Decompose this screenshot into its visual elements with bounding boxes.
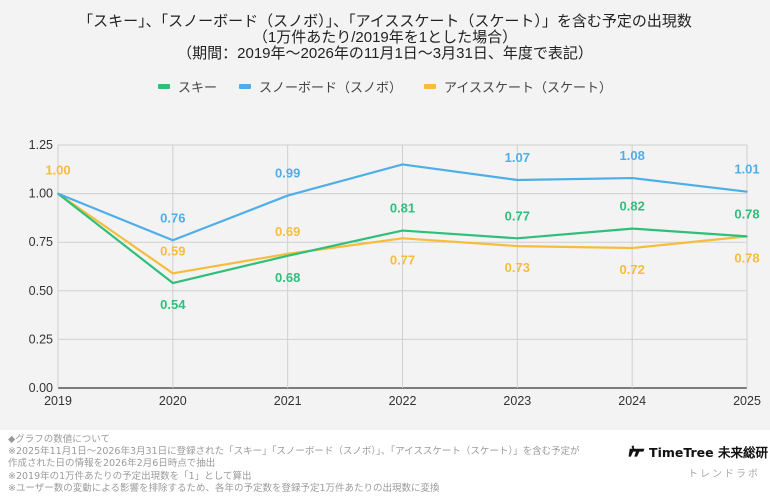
legend-label-snowboard: スノーボード（スノボ） (259, 80, 403, 95)
x-tick-label: 2023 (503, 394, 531, 408)
data-point (631, 177, 633, 179)
brand-name: TimeTree 未来総研 (649, 444, 768, 460)
y-tick-label: 1.25 (29, 138, 53, 152)
data-point (172, 272, 174, 275)
data-point (516, 237, 519, 240)
data-point (286, 194, 289, 197)
data-label: 0.99 (275, 166, 300, 181)
chart-title-line-1: 「スキー」、「スノーボード（スノボ）」、「アイススケート（スケート）」を含む予定… (78, 13, 692, 30)
footer-note: ※2019年の1万件あたりの予定出現数を「1」として算出 (8, 470, 252, 482)
data-label: 0.59 (160, 243, 185, 258)
data-point (516, 245, 519, 247)
data-label: 0.77 (505, 208, 530, 223)
y-tick-label: 0.25 (29, 332, 53, 346)
chart-panel (0, 0, 770, 430)
y-tick-label: 0.75 (29, 235, 53, 249)
data-label: 0.82 (620, 199, 645, 214)
chart-title: 「スキー」、「スノーボード（スノボ）」、「アイススケート（スケート）」を含む予定… (0, 14, 770, 62)
data-point (401, 229, 404, 232)
legend-item-snowboard[interactable]: スノーボード（スノボ） (239, 77, 402, 96)
chart-title-line-3: （期間：2019年〜2026年の11月1日〜3月31日、年度で表記） (177, 45, 593, 62)
legend-label-skate: アイススケート（スケート） (444, 80, 612, 95)
data-label: 1.01 (734, 162, 759, 177)
data-point (516, 179, 519, 181)
legend-label-ski: スキー (178, 80, 218, 95)
brand-subtitle: トレンドラボ (688, 469, 760, 480)
data-point (631, 247, 633, 249)
data-label: 0.81 (390, 201, 415, 216)
chart-legend: スキー スノーボード（スノボ） アイススケート（スケート） (0, 77, 770, 96)
legend-item-skate[interactable]: アイススケート（スケート） (424, 77, 612, 96)
data-point (286, 255, 289, 257)
footer-note-heading: ◆グラフの数値について (8, 434, 111, 445)
data-label: 1.07 (505, 150, 530, 165)
data-point (401, 163, 404, 166)
y-tick-label: 0.50 (29, 284, 53, 298)
data-point (286, 253, 289, 255)
data-label: 0.77 (390, 252, 415, 267)
data-label: 0.78 (734, 250, 759, 265)
data-label: 1.08 (620, 148, 645, 163)
data-point (631, 227, 633, 230)
data-label: 0.73 (505, 260, 530, 275)
data-label: 0.54 (160, 297, 186, 312)
data-label: 1.00 (45, 163, 70, 178)
data-point (401, 237, 404, 240)
x-tick-label: 2020 (159, 394, 187, 408)
data-label: 0.72 (620, 262, 645, 277)
x-tick-label: 2022 (389, 394, 417, 408)
data-label: 0.78 (734, 206, 759, 221)
footer-note: 作成された日の情報を2026年2月6日時点で抽出 (8, 458, 216, 470)
data-point (172, 239, 174, 242)
footer-note: ※ユーザー数の変動による影響を排除するため、各年の予定数を登録予定1万件あたりの… (8, 482, 440, 494)
line-chart: 0.00 0.25 0.50 0.75 1.00 1.25 2019 2020 2021 2022… (29, 138, 761, 408)
chart-title-line-2: （1万件あたり/2019年を1とした場合） (252, 29, 518, 46)
y-tick-label: 1.00 (29, 187, 53, 201)
legend-swatch-snowboard (239, 84, 252, 89)
brand: TimeTree 未来総研 トレンドラボ (628, 440, 768, 480)
data-point (746, 235, 748, 238)
legend-item-ski[interactable]: スキー (158, 77, 217, 96)
footer-notes: ◆グラフの数値について ※2025年11月1日〜2026年3月31日に登録された… (8, 434, 580, 495)
x-tick-label: 2025 (733, 394, 761, 408)
y-tick-label: 0.00 (29, 381, 53, 395)
timetree-logo-icon (628, 445, 645, 457)
data-label: 0.68 (275, 270, 300, 285)
data-point (172, 282, 174, 284)
data-point (57, 192, 59, 195)
legend-swatch-skate (424, 84, 437, 89)
x-tick-label: 2019 (44, 394, 72, 408)
data-point (746, 190, 748, 193)
x-tick-label: 2021 (274, 394, 302, 408)
data-label: 0.69 (275, 224, 300, 239)
data-label: 0.76 (160, 210, 185, 225)
footer-note: ※2025年11月1日〜2026年3月31日に登録された「スキー」「スノーボード… (8, 446, 580, 458)
legend-swatch-ski (158, 84, 170, 89)
x-tick-label: 2024 (618, 394, 646, 408)
